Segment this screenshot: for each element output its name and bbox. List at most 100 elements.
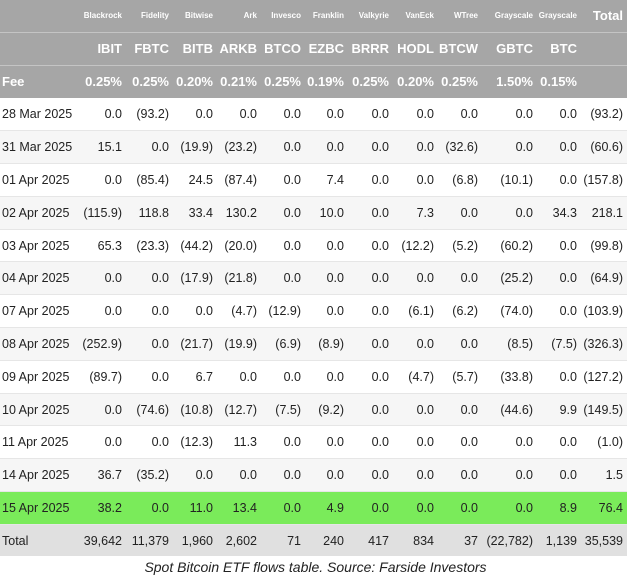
flow-cell: 0.0 — [348, 327, 393, 361]
table-row: 14 Apr 2025 36.7 (35.2) 0.0 0.0 0.0 0.0 0.0 0.0 0… — [0, 458, 627, 493]
date-cell: 04 Apr 2025 — [0, 261, 74, 296]
daily-total-cell: 218.1 — [581, 196, 627, 230]
flow-cell: 0.0 — [74, 163, 126, 197]
fee-cell: 0.20% — [393, 64, 438, 98]
flow-cell: 0.0 — [126, 425, 173, 460]
flow-cell: (10.8) — [173, 393, 217, 427]
cumulative-total-cell: 35,539 — [581, 524, 627, 557]
flow-cell: 0.0 — [126, 261, 173, 296]
ticker-header-cell: BTC — [537, 31, 581, 65]
flow-cell: (8.9) — [305, 327, 348, 361]
flow-cell: 0.0 — [393, 327, 438, 361]
flow-cell: 13.4 — [217, 491, 261, 525]
flow-cell: (74.0) — [482, 294, 537, 329]
daily-total-cell: (60.6) — [581, 130, 627, 165]
flow-cell: 0.0 — [348, 261, 393, 296]
flow-cell: (12.2) — [393, 229, 438, 263]
flow-cell: (7.5) — [537, 327, 581, 361]
total-label: Total — [0, 524, 74, 557]
flow-cell: (6.2) — [438, 294, 482, 329]
fee-cell: 0.15% — [537, 64, 581, 98]
flow-cell: 0.0 — [537, 425, 581, 460]
flow-cell: 0.0 — [305, 229, 348, 263]
flow-cell: 0.0 — [348, 163, 393, 197]
flow-cell: (87.4) — [217, 163, 261, 197]
flow-cell: 0.0 — [348, 98, 393, 132]
flow-cell: 0.0 — [348, 130, 393, 165]
flow-cell: 0.0 — [261, 98, 305, 132]
flow-cell: 0.0 — [261, 261, 305, 296]
daily-total-cell: (1.0) — [581, 425, 627, 460]
daily-total-cell: (93.2) — [581, 98, 627, 132]
flow-cell: 0.0 — [74, 393, 126, 427]
flow-cell: (7.5) — [261, 393, 305, 427]
flow-cell: 0.0 — [217, 98, 261, 132]
flow-cell: 9.9 — [537, 393, 581, 427]
flow-cell: 7.3 — [393, 196, 438, 230]
cumulative-total-cell: 240 — [305, 524, 348, 557]
flow-cell: 0.0 — [173, 458, 217, 493]
fee-cell: 0.19% — [305, 64, 348, 98]
flow-cell: 0.0 — [348, 360, 393, 394]
flow-cell: 0.0 — [482, 196, 537, 230]
flow-cell: (252.9) — [74, 327, 126, 361]
daily-total-cell: (157.8) — [581, 163, 627, 197]
flow-cell: 0.0 — [261, 130, 305, 165]
flow-cell: 24.5 — [173, 163, 217, 197]
cumulative-total-cell: 11,379 — [126, 524, 173, 557]
flow-cell: 0.0 — [261, 196, 305, 230]
flow-cell: (12.3) — [173, 425, 217, 460]
table-row: 15 Apr 2025 38.2 0.0 11.0 13.4 0.0 4.9 0.0 0.0 0.… — [0, 491, 627, 525]
flow-cell: 0.0 — [261, 491, 305, 525]
flow-cell: 7.4 — [305, 163, 348, 197]
flow-cell: (89.7) — [74, 360, 126, 394]
ticker-header-cell — [0, 31, 74, 65]
flow-cell: (19.9) — [217, 327, 261, 361]
table-row: 10 Apr 2025 0.0 (74.6) (10.8) (12.7) (7.5) (9.… — [0, 393, 627, 427]
date-cell: 28 Mar 2025 — [0, 98, 74, 132]
flow-cell: (44.2) — [173, 229, 217, 263]
flow-cell: 0.0 — [305, 425, 348, 460]
date-cell: 02 Apr 2025 — [0, 196, 74, 230]
date-cell: 09 Apr 2025 — [0, 360, 74, 394]
flow-cell: 0.0 — [393, 130, 438, 165]
flow-cell: 0.0 — [482, 98, 537, 132]
flow-cell: (33.8) — [482, 360, 537, 394]
fee-cell: 0.25% — [348, 64, 393, 98]
date-cell: 07 Apr 2025 — [0, 294, 74, 329]
flow-cell: (74.6) — [126, 393, 173, 427]
flow-cell: (9.2) — [305, 393, 348, 427]
ticker-header-cell: BTCW — [438, 31, 482, 65]
table-row: 07 Apr 2025 0.0 0.0 0.0 (4.7) (12.9) 0.0 0.0 (6.… — [0, 294, 627, 329]
flow-cell: 0.0 — [438, 98, 482, 132]
fee-cell: 1.50% — [482, 64, 537, 98]
ticker-header-cell: GBTC — [482, 31, 537, 65]
flow-cell: 0.0 — [74, 261, 126, 296]
flow-cell: 0.0 — [537, 229, 581, 263]
flow-cell: 0.0 — [438, 261, 482, 296]
flow-cell: 0.0 — [217, 458, 261, 493]
table-row: 04 Apr 2025 0.0 0.0 (17.9) (21.8) 0.0 0.0 0.0 0.… — [0, 261, 627, 296]
fee-cell: 0.21% — [217, 64, 261, 98]
flow-cell: (12.9) — [261, 294, 305, 329]
flow-cell: 0.0 — [438, 327, 482, 361]
flow-cell: 0.0 — [537, 130, 581, 165]
total-column-header: Total — [581, 0, 627, 32]
flow-cell: 0.0 — [74, 294, 126, 329]
cumulative-total-cell: 39,642 — [74, 524, 126, 557]
flow-cell: 0.0 — [537, 294, 581, 329]
flow-cell: 34.3 — [537, 196, 581, 230]
date-cell: 31 Mar 2025 — [0, 130, 74, 165]
table-row: 28 Mar 2025 0.0 (93.2) 0.0 0.0 0.0 0.0 0.0 0.0 0.… — [0, 98, 627, 132]
flow-cell: 0.0 — [482, 425, 537, 460]
flow-cell: 0.0 — [261, 229, 305, 263]
ticker-header-row: IBIT FBTC BITB ARKB BTCO EZBC BRRR HODL BTCW GBTC… — [0, 31, 627, 65]
date-cell: 11 Apr 2025 — [0, 425, 74, 460]
fee-cell: 0.25% — [74, 64, 126, 98]
flow-cell: 0.0 — [537, 163, 581, 197]
date-cell: 14 Apr 2025 — [0, 458, 74, 493]
flow-cell: 6.7 — [173, 360, 217, 394]
flow-cell: 0.0 — [348, 425, 393, 460]
flow-cell: 0.0 — [393, 261, 438, 296]
table-row: 01 Apr 2025 0.0 (85.4) 24.5 (87.4) 0.0 7.4 0.0 0… — [0, 163, 627, 197]
